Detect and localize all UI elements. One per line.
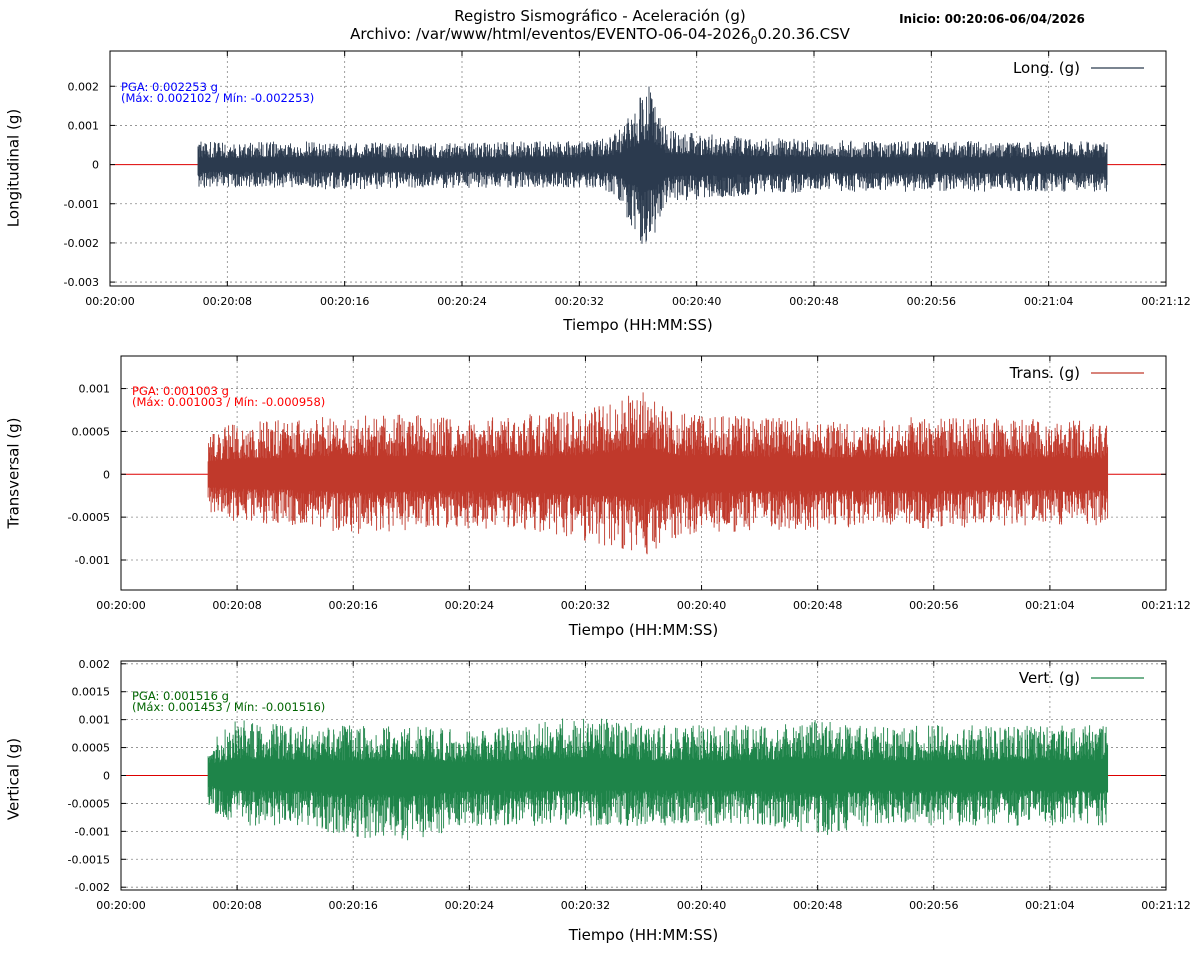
x-tick-label: 00:20:40 <box>672 295 721 308</box>
y-tick-label: 0.0015 <box>72 686 111 699</box>
pga-label: PGA: 0.001003 g <box>132 384 229 398</box>
x-tick-label: 00:20:00 <box>96 599 145 612</box>
x-tick-label: 00:20:32 <box>561 599 610 612</box>
file-path-suffix: 0.20.36.CSV <box>758 25 851 43</box>
pga-min-max-label: (Máx: 0.002102 / Mín: -0.002253) <box>121 91 314 105</box>
x-axis-label: Tiempo (HH:MM:SS) <box>562 316 712 334</box>
waveform-trans <box>207 392 1109 555</box>
y-tick-label: -0.002 <box>64 237 99 250</box>
panel-vert: 0.002 0.0015 0.001 0.0005 0 -0.0005 -0.001 -0.0… <box>5 658 1191 944</box>
x-tick-label: 00:21:12 <box>1141 899 1190 912</box>
file-path-subscript: 0 <box>751 34 758 47</box>
y-tick-label: 0.0005 <box>72 425 111 438</box>
y-tick-label: -0.001 <box>75 554 110 567</box>
x-tick-label: 00:20:24 <box>437 295 486 308</box>
x-tick-label: 00:20:08 <box>212 899 261 912</box>
y-tick-label: 0.002 <box>79 658 111 671</box>
y-tick-label: -0.001 <box>64 198 99 211</box>
legend-label: Trans. (g) <box>1009 364 1080 382</box>
x-axis-label: Tiempo (HH:MM:SS) <box>568 621 718 639</box>
legend-label: Long. (g) <box>1013 59 1080 77</box>
y-tick-label: 0.001 <box>79 714 111 727</box>
waveform-long <box>197 86 1108 244</box>
x-tick-label: 00:20:56 <box>909 599 958 612</box>
y-tick-label: 0.001 <box>68 119 100 132</box>
pga-min-max-label: (Máx: 0.001453 / Mín: -0.001516) <box>132 700 325 714</box>
x-axis-label: Tiempo (HH:MM:SS) <box>568 926 718 944</box>
x-tick-label: 00:20:00 <box>96 899 145 912</box>
x-tick-label: 00:21:12 <box>1141 295 1190 308</box>
x-tick-label: 00:20:40 <box>677 899 726 912</box>
x-tick-label: 00:20:24 <box>445 899 494 912</box>
x-tick-label: 00:20:08 <box>203 295 252 308</box>
panel-long: 0.002 0.001 0 -0.001 -0.002 -0.003 00:20:00 00:… <box>5 50 1191 334</box>
pga-label: PGA: 0.001516 g <box>132 689 229 703</box>
x-tick-label: 00:20:48 <box>793 899 842 912</box>
file-path-prefix: Archivo: /var/www/html/eventos/EVENTO-06… <box>350 25 751 43</box>
x-tick-label: 00:20:16 <box>329 899 378 912</box>
x-tick-label: 00:20:16 <box>329 599 378 612</box>
y-tick-label: -0.001 <box>75 825 110 838</box>
y-tick-label: 0 <box>92 159 99 172</box>
x-tick-label: 00:20:32 <box>561 899 610 912</box>
x-tick-label: 00:20:32 <box>555 295 604 308</box>
plots-group: 0.002 0.001 0 -0.001 -0.002 -0.003 00:20:00 00:… <box>5 50 1191 944</box>
y-tick-label: -0.0005 <box>68 797 110 810</box>
y-axis-label: Vertical (g) <box>5 738 23 820</box>
y-tick-label: 0 <box>103 770 110 783</box>
x-tick-label: 00:20:48 <box>793 599 842 612</box>
x-tick-label: 00:20:08 <box>212 599 261 612</box>
y-axis-label: Longitudinal (g) <box>5 109 23 227</box>
plot-frame <box>120 355 1167 591</box>
panel-trans: 0.001 0.0005 0 -0.0005 -0.001 00:20:00 00:20:0… <box>5 355 1191 639</box>
x-tick-label: 00:21:04 <box>1025 599 1074 612</box>
y-tick-label: 0 <box>103 468 110 481</box>
plot-frame <box>109 50 1167 287</box>
x-tick-label: 00:20:24 <box>445 599 494 612</box>
y-tick-label: 0.002 <box>68 80 100 93</box>
x-tick-label: 00:21:12 <box>1141 599 1190 612</box>
y-tick-label: -0.0005 <box>68 511 110 524</box>
x-tick-label: 00:20:16 <box>320 295 369 308</box>
y-tick-label: 0.0005 <box>72 742 111 755</box>
chart-subtitle-file: Archivo: /var/www/html/eventos/EVENTO-06… <box>350 25 851 47</box>
chart-title: Registro Sismográfico - Aceleración (g) <box>454 7 745 25</box>
y-tick-label: -0.002 <box>75 881 110 894</box>
x-tick-label: 00:20:48 <box>789 295 838 308</box>
pga-min-max-label: (Máx: 0.001003 / Mín: -0.000958) <box>132 395 325 409</box>
x-tick-label: 00:20:56 <box>909 899 958 912</box>
x-tick-label: 00:20:00 <box>85 295 134 308</box>
start-time-label: Inicio: 00:20:06-06/04/2026 <box>899 12 1085 26</box>
waveform-vert <box>207 718 1109 841</box>
pga-label: PGA: 0.002253 g <box>121 80 218 94</box>
x-tick-label: 00:20:40 <box>677 599 726 612</box>
y-tick-label: -0.003 <box>64 276 99 289</box>
y-tick-label: -0.0015 <box>68 853 110 866</box>
y-tick-label: 0.001 <box>79 383 111 396</box>
x-tick-label: 00:21:04 <box>1025 899 1074 912</box>
x-tick-label: 00:20:56 <box>907 295 956 308</box>
x-tick-label: 00:21:04 <box>1024 295 1073 308</box>
legend-label: Vert. (g) <box>1019 669 1080 687</box>
y-axis-label: Transversal (g) <box>5 417 23 529</box>
